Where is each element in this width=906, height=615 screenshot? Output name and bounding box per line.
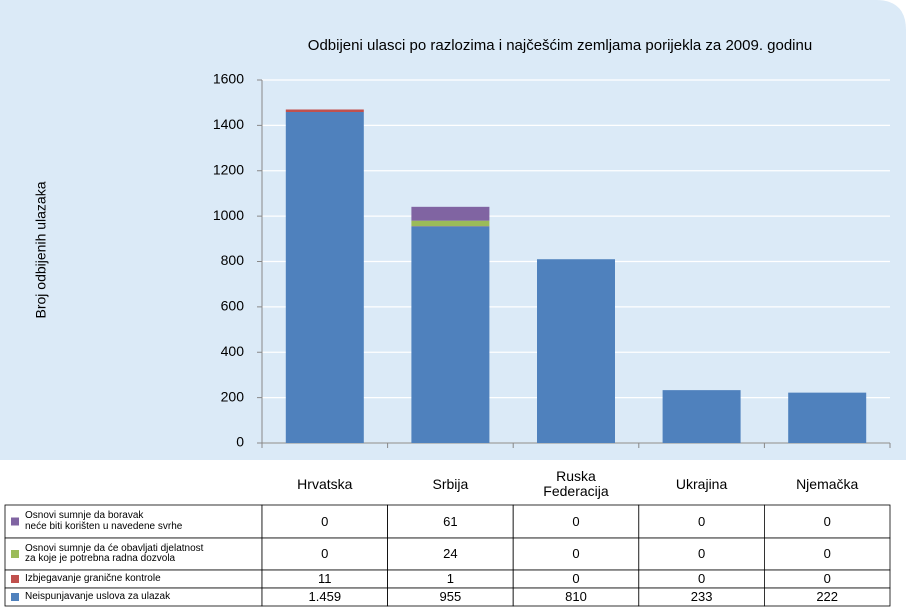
- table-value: 24: [443, 546, 458, 562]
- bar-segment: [662, 390, 741, 443]
- table-value: 61: [443, 513, 458, 529]
- legend-swatch: [11, 575, 19, 583]
- bar-segment: [411, 220, 490, 227]
- y-tick-label: 1400: [213, 116, 244, 132]
- x-tick-label: Hrvatska: [297, 475, 353, 492]
- table-value: 0: [823, 546, 831, 562]
- legend-label: Izbjegavanje granične kontrole: [25, 572, 161, 584]
- table-value: 955: [439, 589, 462, 605]
- table-value: 0: [572, 546, 580, 562]
- y-tick-label: 1200: [213, 161, 244, 177]
- y-tick-label: 200: [221, 388, 245, 404]
- table-value: 1.459: [308, 589, 342, 605]
- bar-segment: [411, 206, 490, 221]
- legend-swatch: [11, 517, 19, 526]
- table-cell: [261, 504, 388, 539]
- table-cell: [4, 504, 263, 539]
- y-tick-label: 0: [236, 434, 244, 450]
- bar-segment: [285, 111, 364, 443]
- table-value: 0: [321, 546, 329, 562]
- table-cell: [387, 537, 514, 571]
- table-value: 0: [697, 546, 706, 562]
- table-value: 810: [565, 589, 587, 605]
- legend-swatch: [11, 593, 19, 601]
- x-tick-label: Njemačka: [796, 475, 859, 492]
- table-cell: [261, 537, 388, 571]
- chart-title: Odbijeni ulasci po razlozima i najčešćim…: [308, 37, 812, 54]
- table-value: 0: [823, 571, 831, 587]
- bar-segment: [788, 392, 867, 443]
- table-value: 0: [572, 513, 580, 529]
- table-cell: [764, 587, 891, 607]
- table-cell: [764, 537, 891, 571]
- table-cell: [764, 504, 891, 539]
- y-tick-label: 1000: [213, 207, 244, 223]
- y-tick-label: 400: [221, 343, 245, 359]
- y-tick-label: 800: [221, 252, 245, 268]
- table-value: 233: [690, 589, 713, 605]
- legend-label: Osnovi sumnje da boravak neće biti koriš…: [25, 510, 183, 532]
- y-tick-label: 600: [221, 298, 245, 314]
- x-tick-label: Srbija: [432, 475, 469, 492]
- legend-label: Neispunjavanje uslova za ulazak: [25, 590, 171, 602]
- table-value: 1: [446, 571, 454, 587]
- x-tick-label: Ruska Federacija: [543, 468, 609, 499]
- table-value: 11: [318, 571, 332, 587]
- table-value: 0: [697, 513, 706, 529]
- bar-segment: [285, 109, 364, 112]
- table-value: 0: [572, 571, 580, 587]
- table-cell: [387, 504, 514, 539]
- table-cell: [512, 504, 640, 539]
- bar-segment: [411, 226, 490, 443]
- x-tick-label: Ukrajina: [675, 475, 728, 492]
- table-value: 0: [321, 513, 329, 529]
- y-tick-label: 1600: [213, 71, 244, 87]
- table-value: 222: [816, 589, 839, 605]
- table-cell: [4, 537, 263, 571]
- y-axis-label: Broj odbijenih ulazaka: [33, 181, 49, 318]
- table-cell: [512, 537, 640, 571]
- table-cell: [638, 537, 765, 571]
- legend-swatch: [11, 550, 19, 558]
- table-value: 0: [823, 513, 831, 529]
- table-value: 0: [697, 571, 706, 587]
- legend-label: Osnovi sumnje da će obavljati djelatnost…: [25, 542, 204, 564]
- bar-segment: [537, 259, 615, 443]
